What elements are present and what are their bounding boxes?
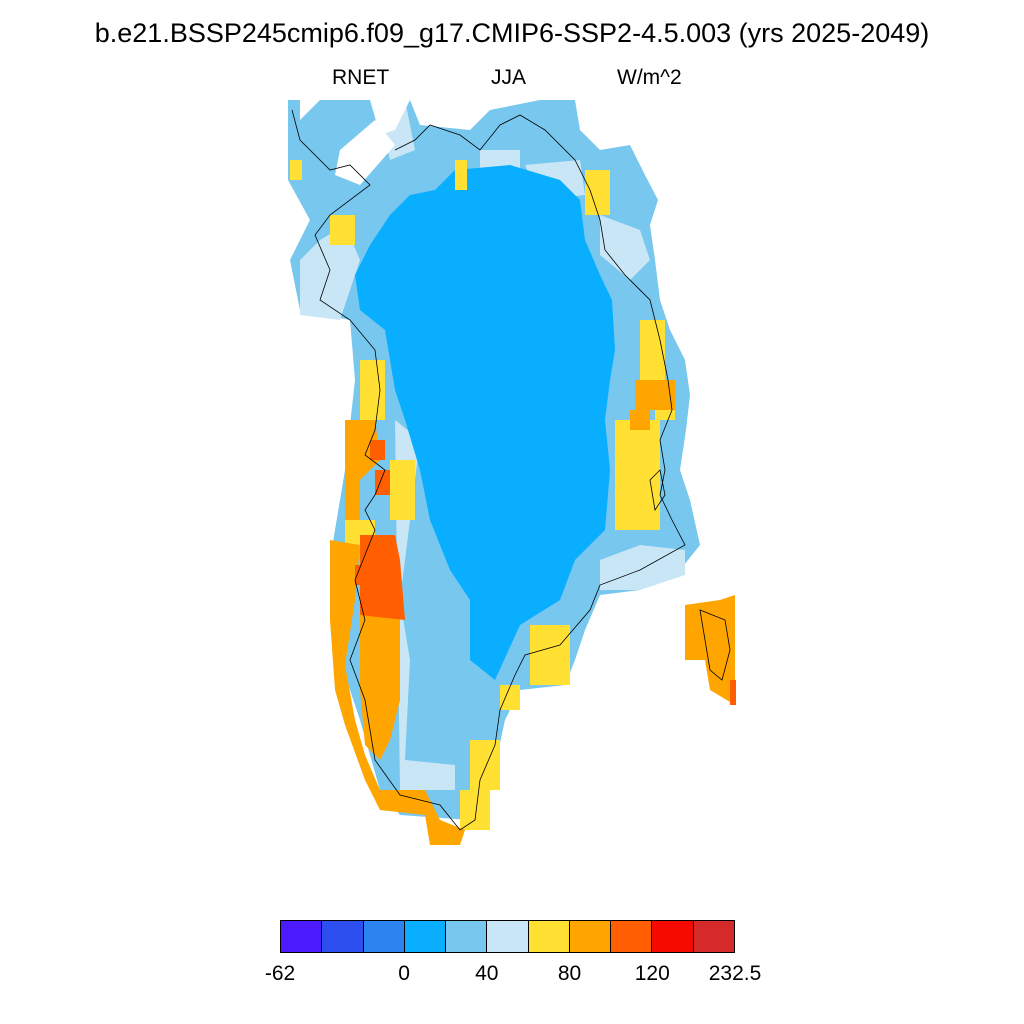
colorbar-tick-label: 40: [475, 962, 499, 985]
colorbar-swatch: [363, 921, 405, 952]
map-gap: [300, 100, 410, 185]
map-cell-yellow: [290, 160, 675, 830]
colorbar-tick-label: -62: [264, 962, 296, 985]
season-label: JJA: [491, 66, 527, 89]
colorbar-tick-label: 0: [398, 962, 410, 985]
greenland-rnet-map: [288, 100, 736, 845]
colorbar-tick-label: 120: [634, 962, 670, 985]
colorbar-swatch: [569, 921, 612, 952]
colorbar: [280, 920, 735, 953]
colorbar-swatch: [611, 921, 653, 952]
coastline: [291, 109, 731, 831]
map-title: b.e21.BSSP245cmip6.f09_g17.CMIP6-SSP2-4.…: [94, 18, 930, 48]
colorbar-swatch: [322, 921, 364, 952]
colorbar-swatch: [446, 921, 488, 952]
colorbar-swatch: [404, 921, 447, 952]
colorbar-swatch: [281, 921, 323, 952]
colorbar-tick-label: 232.5: [708, 962, 762, 985]
colorbar-swatch: [652, 921, 694, 952]
colorbar-swatch: [693, 921, 734, 952]
map-cell-region: [355, 165, 615, 680]
colorbar-tick-label: 80: [557, 962, 582, 985]
map-cell-dark-orange: [355, 440, 736, 705]
colorbar-swatch: [528, 921, 570, 952]
variable-label: RNET: [332, 66, 390, 89]
colorbar-swatch: [487, 921, 529, 952]
units-label: W/m^2: [617, 66, 682, 89]
